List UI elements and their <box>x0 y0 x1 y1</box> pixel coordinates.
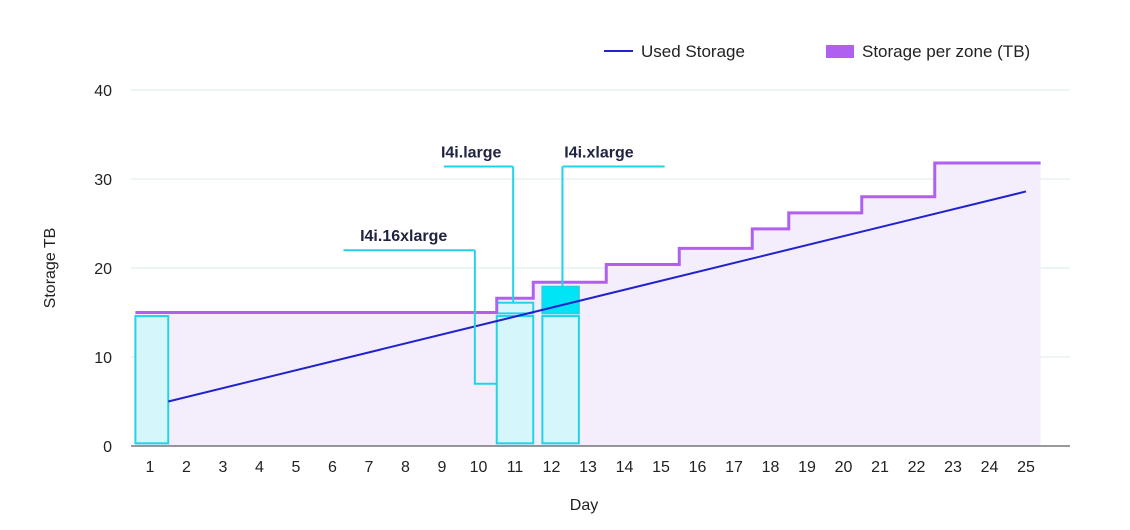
x-tick-label-20: 20 <box>835 459 853 476</box>
x-tick-label-1: 1 <box>146 459 155 476</box>
y-tick-label-20: 20 <box>94 261 112 278</box>
x-tick-label-12: 12 <box>543 459 561 476</box>
annotation-connector-1 <box>473 250 497 385</box>
legend-used-storage-label: Used Storage <box>641 42 745 61</box>
x-tick-label-2: 2 <box>182 459 191 476</box>
y-tick-label-10: 10 <box>94 350 112 367</box>
y-tick-label-40: 40 <box>94 83 112 100</box>
y-tick-label-30: 30 <box>94 172 112 189</box>
annotation-label-1: I4i.16xlarge <box>360 228 447 245</box>
x-tick-label-24: 24 <box>981 459 999 476</box>
instance-bar-1 <box>134 315 170 445</box>
fill-layer <box>135 162 1041 447</box>
annotation-label-3: I4i.xlarge <box>564 145 633 162</box>
x-tick-label-6: 6 <box>328 459 337 476</box>
used-storage-line <box>168 190 1027 403</box>
x-tick-label-3: 3 <box>219 459 228 476</box>
x-tick-label-23: 23 <box>944 459 962 476</box>
x-tick-label-9: 9 <box>438 459 447 476</box>
lines-layer <box>135 161 1041 403</box>
y-tick-label-0: 0 <box>103 439 112 456</box>
x-tick-label-25: 25 <box>1017 459 1035 476</box>
x-tick-label-8: 8 <box>401 459 410 476</box>
x-tick-label-10: 10 <box>470 459 488 476</box>
x-tick-label-17: 17 <box>725 459 743 476</box>
instance-bar-3 <box>495 301 535 315</box>
x-tick-label-14: 14 <box>616 459 634 476</box>
x-tick-label-16: 16 <box>689 459 707 476</box>
x-tick-label-21: 21 <box>871 459 889 476</box>
legend-storage-per-zone-swatch <box>826 45 854 58</box>
y-axis-title: Storage TB <box>42 228 59 309</box>
instance-bars-layer <box>134 285 580 445</box>
instance-bar-4 <box>541 315 580 445</box>
annotation-layer: I4i.16xlarge I4i.large I4i.xlarge <box>343 145 665 385</box>
instance-bar-2 <box>495 315 535 445</box>
x-tick-label-18: 18 <box>762 459 780 476</box>
storage-per-zone-line <box>135 161 1041 314</box>
x-tick-label-15: 15 <box>652 459 670 476</box>
storage-per-zone-area <box>135 162 1041 447</box>
x-tick-label-7: 7 <box>365 459 374 476</box>
x-tick-label-13: 13 <box>579 459 597 476</box>
x-tick-label-4: 4 <box>255 459 264 476</box>
x-tick-label-19: 19 <box>798 459 816 476</box>
annotation-label-2: I4i.large <box>441 145 502 162</box>
legend-storage-per-zone-label: Storage per zone (TB) <box>862 42 1030 61</box>
x-tick-label-11: 11 <box>507 459 524 476</box>
x-axis-title: Day <box>570 497 598 514</box>
x-tick-label-22: 22 <box>908 459 926 476</box>
x-tick-label-5: 5 <box>292 459 301 476</box>
legend: Used Storage Storage per zone (TB) <box>604 42 1030 61</box>
